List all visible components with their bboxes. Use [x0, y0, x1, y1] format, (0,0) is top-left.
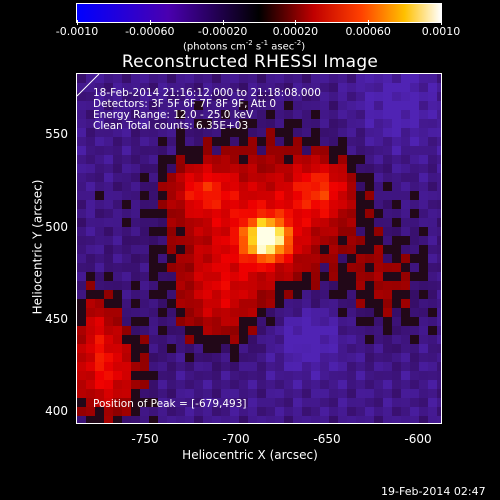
y-tick-400: 400: [45, 404, 68, 418]
image-frame: 18-Feb-2014 21:16:12.000 to 21:18:08.000…: [76, 73, 442, 424]
x-tick-minus750: -750: [131, 432, 159, 446]
y-tick-450: 450: [45, 312, 68, 326]
plot-title: Reconstructed RHESSI Image: [121, 52, 379, 72]
colorbar: [76, 3, 442, 23]
annotation-time-range: 18-Feb-2014 21:16:12.000 to 21:18:08.000: [93, 87, 321, 99]
x-tick-minus650: -650: [313, 432, 341, 446]
annotation-peak: Position of Peak = [-679,493]: [93, 398, 247, 410]
colorbar-tick-label: 0.0010: [421, 25, 461, 38]
colorbar-tick-label: -0.00020: [197, 25, 248, 38]
x-tick-minus600: -600: [404, 432, 432, 446]
colorbar-tick: [368, 20, 370, 25]
rhessi-image: [77, 74, 441, 423]
colorbar-tick-label: -0.0010: [55, 25, 99, 38]
y-tick-550: 550: [45, 127, 68, 141]
colorbar-tick: [77, 20, 78, 25]
timestamp: 19-Feb-2014 02:47: [381, 485, 486, 498]
x-tick-minus700: -700: [222, 432, 250, 446]
y-tick-500: 500: [45, 220, 68, 234]
colorbar-tick: [441, 20, 442, 25]
y-axis-label: Heliocentric Y (arcsec): [30, 179, 45, 315]
annotation-detectors: Detectors: 3F 5F 6F 7F 8F 9F, Att 0: [93, 98, 277, 110]
colorbar-gradient: [77, 4, 441, 22]
colorbar-tick-label: 0.00060: [345, 25, 391, 38]
colorbar-tick-label: 0.00020: [272, 25, 319, 38]
annotation-clean: Clean Total counts: 6.35E+03: [93, 120, 249, 132]
colorbar-tick: [295, 20, 297, 25]
annotation-energy: Energy Range: 12.0 - 25.0 keV: [93, 109, 254, 121]
colorbar-tick: [222, 20, 224, 25]
x-axis-label: Heliocentric X (arcsec): [182, 448, 318, 462]
colorbar-tick: [149, 20, 151, 25]
colorbar-tick-label: -0.00060: [125, 25, 175, 38]
colorbar-units: (photons cm-2 s-1 asec-2): [183, 39, 306, 53]
limb-line: [77, 74, 100, 97]
